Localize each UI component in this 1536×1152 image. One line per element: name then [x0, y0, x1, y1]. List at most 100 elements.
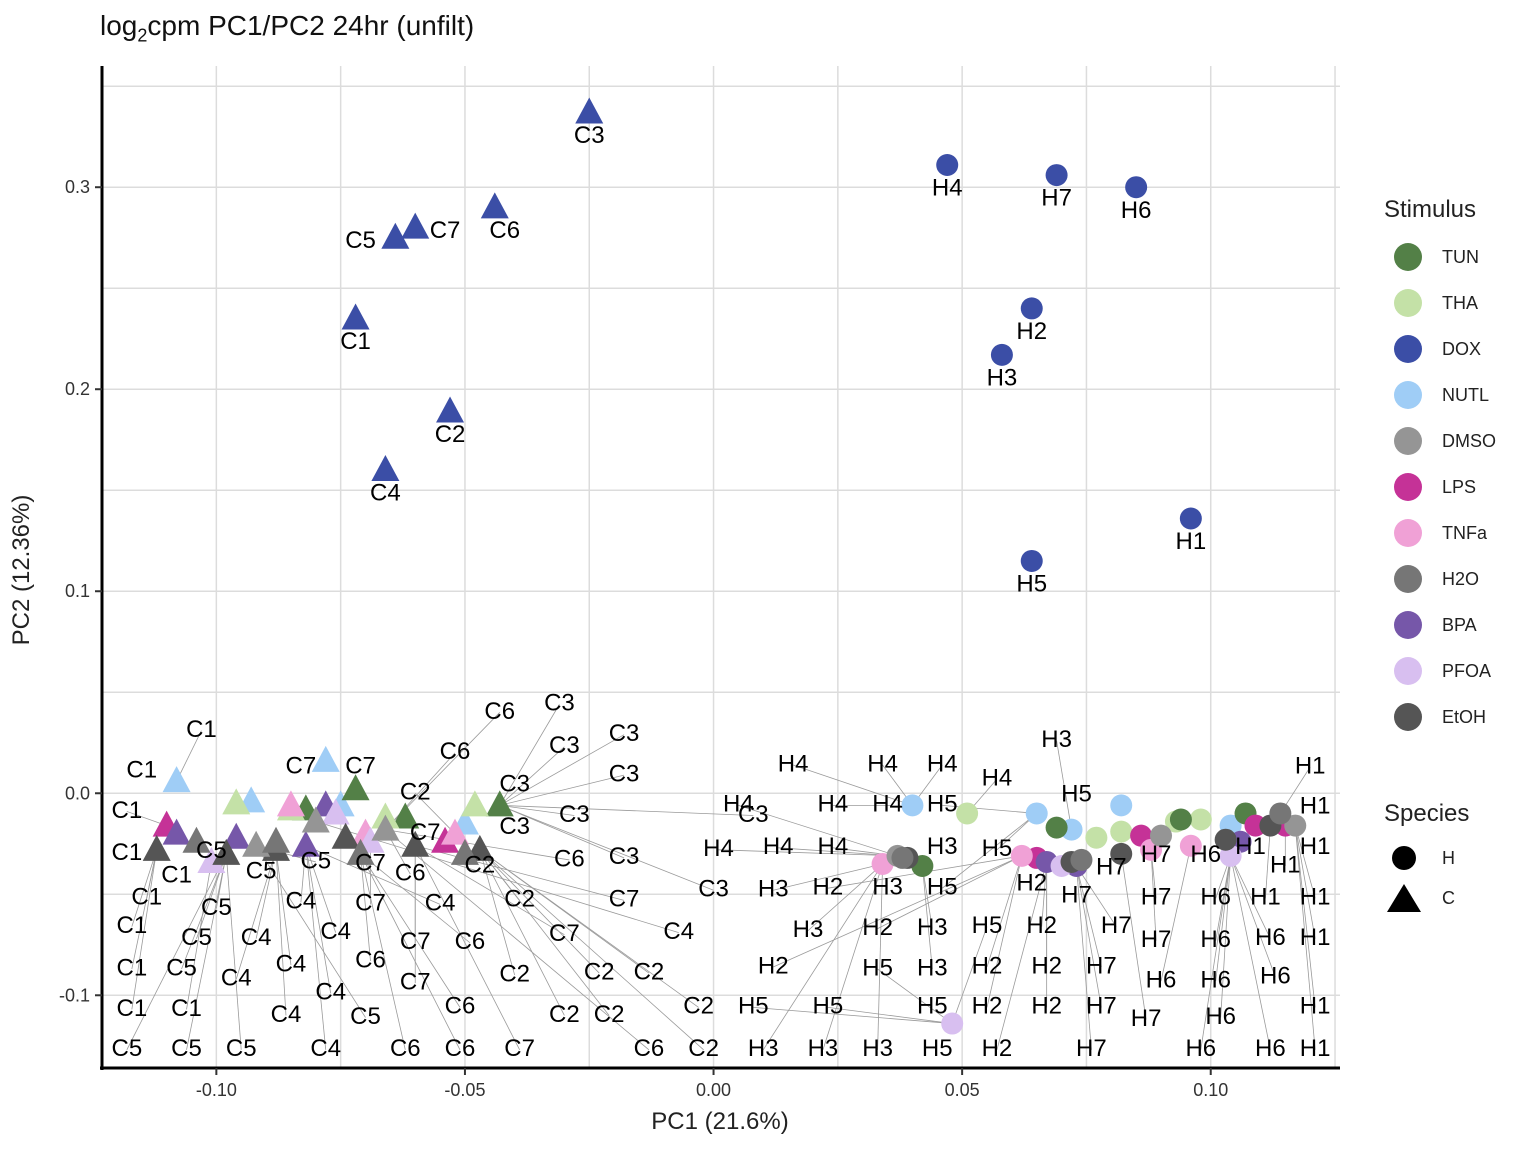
point-label: H4: [927, 750, 958, 777]
point-c-etoh: [212, 838, 241, 865]
point-label: H3: [927, 833, 958, 860]
point-c-dox: [480, 192, 509, 219]
point-h-h2o: [1070, 848, 1093, 871]
legend-swatch: [1394, 381, 1422, 409]
point-label: C1: [112, 839, 143, 866]
point-label: C1: [116, 954, 147, 981]
point-label: H7: [1141, 926, 1172, 953]
x-tick-label: 0.05: [945, 1080, 980, 1100]
leader-line: [385, 752, 456, 830]
leader-line: [1056, 740, 1072, 830]
point-h-dox: [936, 153, 959, 176]
point-label: H2: [1031, 993, 1062, 1020]
point-label: H6: [1255, 1035, 1286, 1062]
leader-line: [718, 849, 898, 857]
point-label: H3: [748, 1035, 779, 1062]
point-label: C5: [201, 894, 232, 921]
point-label: H5: [1016, 571, 1047, 598]
point-label: C4: [370, 480, 401, 507]
stimulus-legend-item-dox: DOX: [1384, 326, 1534, 372]
leader-line: [1230, 855, 1276, 978]
leader-line: [176, 730, 202, 782]
stimulus-legend-item-tnfa: TNFa: [1384, 510, 1534, 556]
point-label: H2: [1016, 870, 1047, 897]
stimulus-legend-item-etoh: EtOH: [1384, 694, 1534, 740]
point-label: H7: [1101, 912, 1132, 939]
point-h-etoh: [1110, 842, 1133, 865]
point-label: C6: [390, 1035, 421, 1062]
leader-line: [499, 804, 754, 816]
point-label: C7: [400, 968, 431, 995]
point-label: C6: [484, 698, 515, 725]
point-label: H1: [1175, 528, 1206, 555]
point-h-tnfa: [1010, 844, 1033, 867]
point-label: C4: [221, 964, 252, 991]
y-tick-label: 0.1: [65, 581, 90, 601]
leader-line: [1294, 825, 1316, 1008]
leader-line: [877, 863, 883, 1050]
point-label: H4: [778, 750, 809, 777]
point-label: H3: [862, 1035, 893, 1062]
point-label: H6: [1255, 924, 1286, 951]
point-label: C1: [171, 995, 202, 1022]
point-label: H1: [1300, 924, 1331, 951]
point-label: C6: [489, 217, 520, 244]
point-c-etoh: [401, 830, 430, 857]
point-h-nutl: [901, 794, 924, 817]
point-label: C4: [320, 918, 351, 945]
leader-line: [1215, 855, 1232, 982]
point-label: H2: [862, 914, 893, 941]
leader-line: [1220, 855, 1232, 1018]
point-label: H6: [1200, 966, 1231, 993]
point-h-tun: [1169, 808, 1192, 831]
leader-line: [1076, 865, 1102, 968]
data-points: [142, 97, 1307, 1035]
point-label: H2: [972, 952, 1003, 979]
leader-line: [1265, 825, 1271, 899]
point-label: C7: [400, 928, 431, 955]
leader-line: [360, 853, 461, 1050]
leader-line: [225, 853, 242, 1050]
point-label: H2: [813, 874, 844, 901]
stimulus-legend-item-bpa: BPA: [1384, 602, 1534, 648]
point-label: C7: [355, 890, 386, 917]
point-h-etoh: [1214, 828, 1237, 851]
leader-line: [1160, 845, 1192, 982]
point-label: H1: [1270, 851, 1301, 878]
point-label: H7: [1041, 185, 1072, 212]
x-axis-label: PC1 (21.6%): [651, 1108, 789, 1135]
leader-line: [921, 865, 933, 970]
point-c-h2o: [346, 838, 375, 865]
point-c-tha: [460, 790, 489, 817]
point-label: C2: [504, 886, 535, 913]
legend-label: BPA: [1442, 614, 1477, 635]
legend-swatch: [1394, 427, 1422, 455]
leader-line: [877, 855, 1022, 929]
stimulus-legend-item-tha: THA: [1384, 280, 1534, 326]
leader-line: [479, 849, 600, 974]
point-label: C3: [549, 732, 580, 759]
point-c-dox: [436, 396, 465, 423]
point-h-dmso: [1284, 814, 1307, 837]
leader-line: [275, 849, 292, 966]
legend-label: H2O: [1442, 568, 1480, 589]
point-label: H1: [1295, 752, 1326, 779]
point-label: H5: [982, 835, 1013, 862]
point-label: H5: [927, 791, 958, 818]
point-label: H2: [1026, 912, 1057, 939]
point-label: C6: [355, 946, 386, 973]
leader-line: [499, 704, 560, 806]
point-label: H5: [922, 1035, 953, 1062]
point-h-nutl: [1025, 802, 1048, 825]
point-label: H5: [927, 874, 958, 901]
stimulus-legend-item-lps: LPS: [1384, 464, 1534, 510]
x-tick-label: -0.05: [444, 1080, 485, 1100]
point-c-tnfa: [276, 790, 305, 817]
point-label: C4: [315, 979, 346, 1006]
leader-line: [1120, 853, 1147, 1020]
point-h-dox: [1125, 176, 1148, 199]
leader-line: [235, 849, 277, 980]
point-label: C3: [738, 801, 769, 828]
leader-line: [255, 845, 366, 1018]
point-label: H2: [1016, 318, 1047, 345]
